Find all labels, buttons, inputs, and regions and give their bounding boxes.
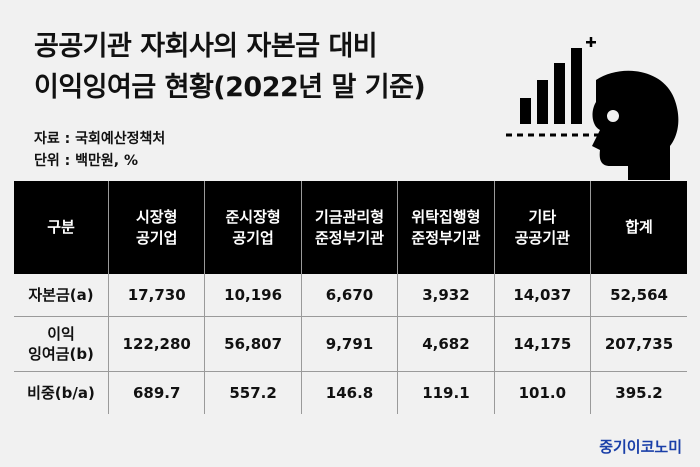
header-row: 구분 시장형 공기업 준시장형 공기업 기금관리형 준정부기관 위탁집행형 준정… [14, 181, 687, 274]
title-line-1: 공공기관 자회사의 자본금 대비 [34, 31, 378, 62]
data-table: 구분 시장형 공기업 준시장형 공기업 기금관리형 준정부기관 위탁집행형 준정… [14, 181, 687, 414]
table-cell: 9,791 [301, 316, 399, 372]
column-header-line: 기금관리형 [315, 207, 385, 226]
table-cell: 52,564 [590, 274, 687, 317]
table-cell: 101.0 [494, 371, 592, 414]
row-label: 이익 잉여금(b) [14, 316, 109, 372]
table-cell: 17,730 [108, 274, 206, 317]
table-cell: 557.2 [204, 371, 302, 414]
column-header-line: 준정부기관 [315, 228, 385, 247]
table-cell: 14,037 [494, 274, 592, 317]
column-header-line: 구분 [47, 218, 75, 236]
column-header: 기타 공공기관 [494, 181, 592, 274]
row-label-line: 잉여금(b) [28, 345, 94, 363]
column-header: 시장형 공기업 [108, 181, 206, 274]
column-header-line: 준정부기관 [411, 228, 481, 247]
table-cell: 146.8 [301, 371, 399, 414]
table-cell: 395.2 [615, 384, 663, 402]
head-thinking-chart-icon [506, 37, 679, 180]
title-line-2: 이익잉여금 현황(2022년 말 기준) [34, 72, 426, 103]
table-row: 자본금(a) 17,730 10,196 6,670 3,932 14,037 … [14, 274, 687, 317]
column-header: 위탁집행형 준정부기관 [397, 181, 495, 274]
table-row: 이익 잉여금(b) 122,280 56,807 9,791 4,682 14,… [14, 316, 687, 372]
brand-logo: 중기이코노미 [599, 438, 682, 456]
chart-meta: 자료 : 국회예산정책처 단위 : 백만원, % [34, 128, 165, 172]
table-cell: 10,196 [204, 274, 302, 317]
table-cell: 56,807 [204, 316, 302, 372]
row-label-line: 이익 [47, 325, 75, 343]
column-header-line: 합계 [625, 218, 653, 236]
column-header: 합계 [590, 181, 687, 274]
table-row: 비중(b/a) 689.7 557.2 146.8 119.1 101.0 39… [14, 371, 687, 414]
table-cell: 4,682 [397, 316, 495, 372]
table-cell: 119.1 [397, 371, 495, 414]
table-cell: 689.7 [108, 371, 206, 414]
column-header-line: 시장형 [136, 207, 178, 226]
column-header-line: 공기업 [232, 228, 274, 247]
source-note: 자료 : 국회예산정책처 [34, 131, 166, 147]
row-label-line: 자본금(a) [28, 286, 94, 304]
table-cell: 6,670 [301, 274, 399, 317]
column-header-line: 기타 [528, 207, 557, 226]
column-header-line: 위탁집행형 [411, 207, 481, 226]
row-label: 비중(b/a) [14, 371, 109, 414]
column-header-line: 공공기관 [514, 228, 570, 247]
row-label-line: 비중(b/a) [27, 384, 95, 402]
table-cell: 14,175 [494, 316, 592, 372]
table-cell: 122,280 [108, 316, 206, 372]
unit-note: 단위 : 백만원, % [34, 153, 138, 169]
column-header: 구분 [14, 181, 109, 274]
table-cell: 3,932 [397, 274, 495, 317]
column-header-line: 공기업 [136, 228, 178, 247]
column-header-line: 준시장형 [225, 207, 281, 226]
chart-title: 공공기관 자회사의 자본금 대비 이익잉여금 현황(2022년 말 기준) [34, 26, 426, 108]
row-label: 자본금(a) [14, 274, 109, 317]
table-cell: 207,735 [590, 316, 687, 372]
column-header: 기금관리형 준정부기관 [301, 181, 399, 274]
column-header: 준시장형 공기업 [204, 181, 302, 274]
